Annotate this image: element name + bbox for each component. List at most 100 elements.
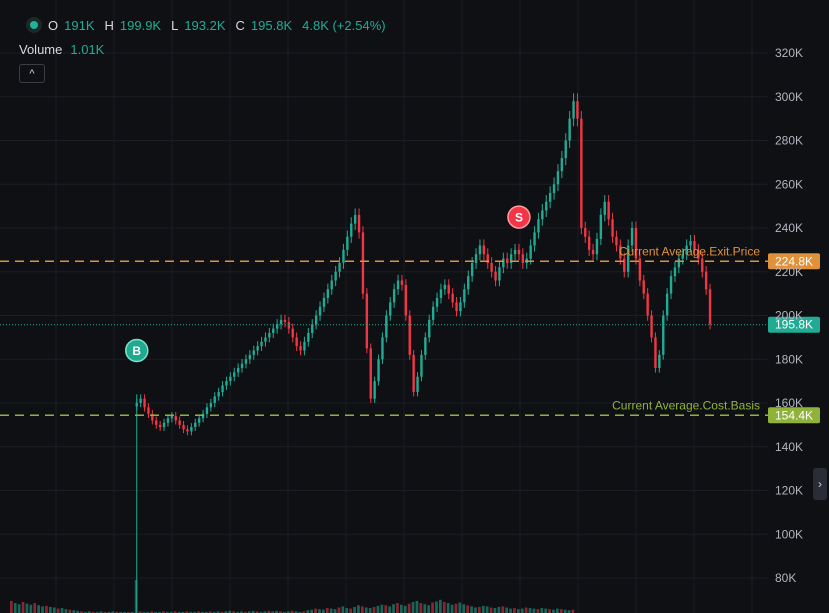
volume-bar [368, 608, 372, 613]
volume-bar [298, 611, 302, 613]
candle-body [381, 337, 384, 360]
candles [135, 93, 712, 613]
volume-bar [364, 607, 368, 613]
volume-bar [111, 611, 115, 613]
reference-line-label: Current Average.Exit.Price [619, 244, 761, 258]
volume-bar [84, 611, 87, 613]
candle-body [178, 420, 181, 425]
y-tick-label: 320K [775, 46, 803, 60]
volume-bar [158, 611, 161, 613]
reference-line-label: Current Average.Cost.Basis [612, 398, 760, 412]
candle-body [556, 171, 560, 185]
candle-body [673, 267, 677, 277]
volume-bar [470, 606, 473, 613]
volume-bar [294, 611, 298, 613]
candle-body [205, 407, 209, 414]
volume-bar [72, 610, 76, 613]
candle-body [509, 254, 513, 263]
candle-body [385, 315, 388, 338]
candle-body [158, 424, 162, 428]
volume-bar [450, 604, 454, 613]
volume-bar [107, 611, 111, 613]
volume-bar [41, 606, 44, 613]
volume-bar [396, 603, 399, 613]
candle-body [240, 363, 244, 368]
volume-bar [446, 603, 450, 613]
volume-bar [76, 610, 79, 613]
candle-body [552, 184, 556, 193]
candle-body [506, 258, 509, 263]
candle-body [455, 302, 458, 312]
volume-bar [255, 611, 259, 613]
volume-bar [517, 609, 520, 613]
volume-bar [154, 611, 157, 613]
trade-markers[interactable]: BS [125, 205, 531, 363]
volume-bar [302, 611, 306, 613]
candle-body [681, 254, 684, 259]
candle-body [431, 306, 435, 320]
candle-body [166, 418, 170, 423]
volume-bar [244, 611, 247, 613]
volume-bar [45, 605, 48, 613]
candle-body [677, 258, 681, 268]
candle-body [338, 263, 341, 272]
candle-body [470, 263, 474, 277]
y-tick-label: 120K [775, 484, 803, 498]
candle-body [346, 236, 349, 250]
candle-body [459, 302, 462, 312]
candle-body [162, 422, 166, 428]
volume-legend: Volume 1.01K [19, 42, 108, 57]
open-value: 191K [64, 17, 95, 33]
candle-body [451, 293, 454, 303]
open-key: O [48, 17, 59, 33]
volume-bar [115, 611, 118, 613]
volume-bar [88, 611, 91, 613]
y-tick-label: 100K [775, 527, 803, 541]
candle-body [545, 201, 548, 211]
volume-bar [478, 606, 481, 613]
candle-body [225, 381, 228, 386]
volume-bar [95, 611, 99, 613]
volume-bar [189, 611, 193, 613]
visibility-toggle[interactable] [26, 17, 42, 33]
volume-bar [236, 611, 239, 613]
candle-body [311, 324, 314, 333]
candle-body [377, 359, 380, 382]
candle-body [654, 337, 657, 368]
candle-body [424, 337, 427, 355]
volume-bar [329, 608, 333, 613]
volume-bar [150, 611, 154, 613]
volume-bar [56, 608, 60, 613]
candle-body [584, 228, 587, 237]
candle-body [201, 413, 205, 419]
chevron-right-icon[interactable]: › [813, 468, 827, 500]
candle-body [642, 280, 645, 294]
candle-body [318, 306, 322, 316]
candle-body [143, 398, 146, 408]
volume-bar [29, 604, 33, 613]
volume-bars [10, 580, 575, 613]
volume-bar [532, 608, 536, 613]
candle-body [685, 245, 688, 255]
low-value: 193.2K [184, 17, 226, 33]
candle-body [623, 258, 626, 272]
volume-bar [493, 608, 497, 613]
volume-bar [123, 611, 126, 613]
volume-bar [208, 611, 212, 613]
candle-body [283, 319, 287, 323]
collapse-legend-button[interactable]: ^ [19, 64, 45, 83]
candle-body [467, 276, 470, 290]
volume-bar [318, 609, 321, 613]
y-tick-label: 280K [775, 134, 803, 148]
volume-bar [439, 599, 442, 613]
candle-body [603, 201, 606, 215]
candle-body [279, 319, 283, 325]
candle-body [693, 241, 696, 250]
candle-body [252, 350, 255, 355]
candle-body [662, 315, 665, 355]
volume-bar [481, 605, 485, 613]
volume-bar [489, 607, 493, 613]
candle-body [373, 381, 376, 399]
candle-body [541, 210, 544, 220]
